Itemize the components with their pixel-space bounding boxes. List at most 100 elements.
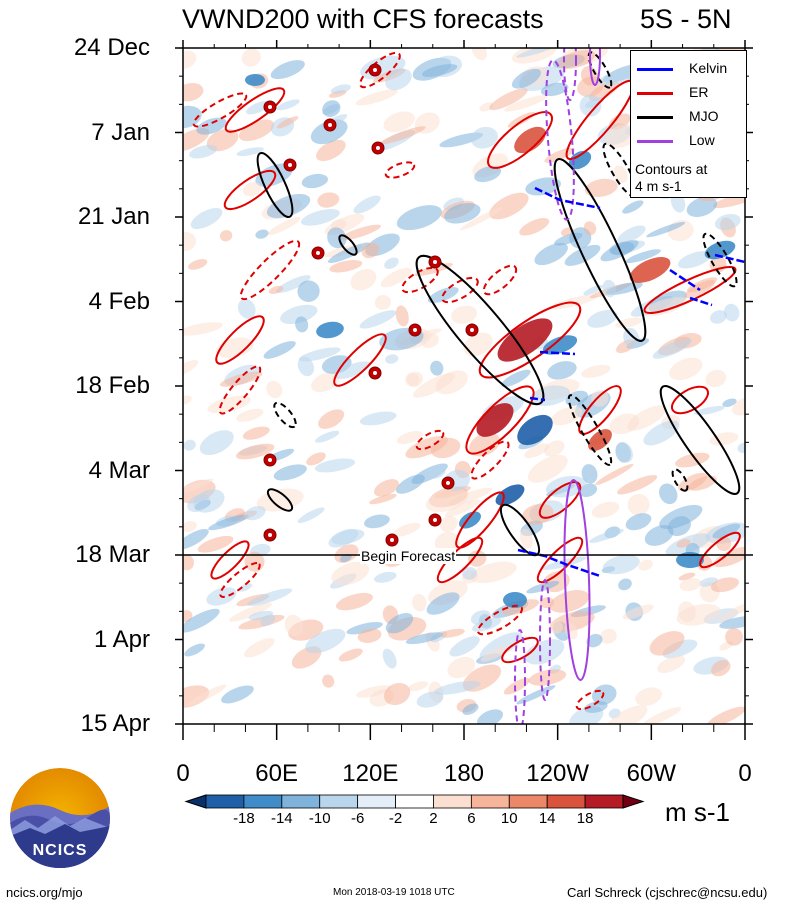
field-blob (737, 442, 745, 454)
contour (266, 488, 294, 512)
field-blob (384, 257, 399, 270)
legend-entry-low: Low (635, 131, 745, 151)
y-tick-label: 18 Mar (75, 541, 150, 568)
contour (514, 629, 526, 724)
field-blob (519, 218, 550, 236)
field-blob (511, 68, 541, 89)
kelvin-contour (534, 186, 601, 210)
field-blob (613, 165, 628, 183)
field-core (245, 74, 265, 86)
field-blob (609, 241, 635, 256)
field-blob (471, 48, 487, 61)
field-blob (266, 193, 311, 219)
field-blob (618, 578, 632, 591)
field-blob (300, 209, 340, 226)
field-core (676, 552, 704, 568)
colorbar-swatch (357, 794, 396, 809)
field-blob (196, 117, 227, 135)
colorbar-tick-label: 2 (429, 810, 438, 827)
field-blob (199, 430, 234, 456)
colorbar-swatch (395, 794, 434, 809)
field-blob (652, 338, 693, 359)
field-blob (270, 60, 305, 80)
legend-label: Kelvin (689, 60, 728, 76)
field-blob (470, 610, 491, 626)
field-blob (187, 494, 210, 513)
field-blob (713, 546, 745, 568)
field-blob (273, 464, 307, 481)
footer-site: ncics.org/mjo (6, 885, 83, 900)
begin-forecast-label: Begin Forecast (360, 548, 457, 564)
field-blob (384, 682, 411, 706)
cyclone-icon (263, 100, 277, 114)
contour (589, 48, 601, 86)
field-blob (406, 373, 420, 387)
contour (476, 604, 524, 636)
field-blob (355, 89, 398, 106)
field-blob (616, 475, 658, 495)
chart-region: 5S - 5N (640, 4, 732, 34)
field-blob (444, 203, 481, 224)
kelvin-contour (689, 296, 713, 307)
field-blob (219, 371, 263, 387)
field-blob (426, 592, 460, 615)
y-tick-label: 4 Feb (88, 287, 150, 315)
field-blob (242, 182, 262, 197)
field-blob (414, 263, 453, 277)
field-blob (599, 628, 617, 644)
field-blob (502, 599, 540, 616)
cyclone-icon (368, 366, 382, 380)
field-blob (317, 192, 340, 208)
cyclone-icon (465, 323, 479, 337)
field-blob (550, 406, 583, 426)
field-blob (276, 275, 311, 293)
wave-contours (192, 48, 745, 724)
contour (699, 531, 741, 569)
field-core (476, 403, 514, 437)
contour (536, 536, 584, 584)
field-blob (470, 126, 498, 149)
field-blob (678, 572, 696, 581)
field-blob (187, 684, 227, 706)
contour (575, 689, 605, 711)
field-blob (413, 372, 456, 398)
contour (415, 429, 445, 451)
field-blob (474, 166, 502, 183)
legend-note-line1: Contours at (635, 161, 708, 177)
field-blob (616, 441, 633, 463)
contour (441, 276, 479, 304)
cyclone-icon (283, 158, 297, 172)
field-blob (591, 501, 620, 518)
field-blob (722, 398, 737, 407)
field-blob (238, 583, 253, 592)
legend-entry-er: ER (635, 83, 745, 103)
field-blob (679, 578, 702, 592)
field-core (629, 257, 671, 283)
contour (223, 169, 277, 211)
field-blob (301, 173, 329, 189)
field-blob (183, 528, 209, 550)
field-blob (623, 327, 640, 349)
contour (465, 385, 535, 455)
field-blob (219, 230, 233, 242)
contour (482, 264, 518, 296)
field-blob (380, 267, 412, 288)
field-blob (649, 631, 685, 656)
chart-title: VWND200 with CFS forecasts (182, 4, 544, 34)
colorbar-tick-label: -10 (308, 810, 331, 827)
colorbar-tick-label: 10 (500, 810, 518, 827)
field-blob (549, 590, 590, 613)
kelvin-contour (529, 396, 546, 402)
field-blob (183, 610, 193, 623)
field-blob (263, 341, 296, 359)
field-blob (644, 525, 674, 546)
field-blob (374, 479, 400, 497)
colorbar-tick-label: -14 (270, 810, 293, 827)
field-blob (183, 232, 196, 252)
field-blob (183, 322, 223, 336)
contour (478, 301, 582, 379)
field-blob (669, 357, 703, 381)
field-blob (318, 409, 345, 429)
field-blob (183, 50, 197, 69)
field-blob (723, 303, 740, 322)
